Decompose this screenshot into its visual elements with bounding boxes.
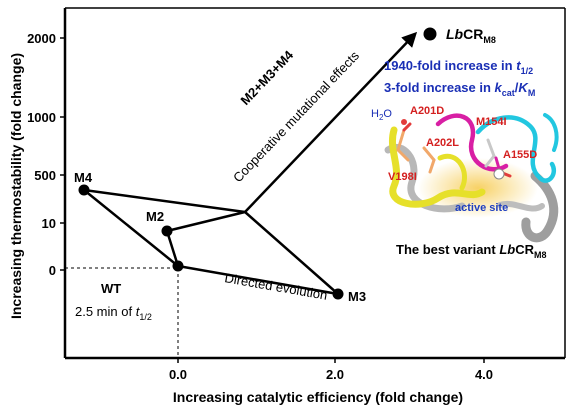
combination-label: M2+M3+M4 (237, 47, 296, 108)
label-m4: M4 (74, 170, 93, 185)
y-tick-label: 1000 (27, 110, 56, 125)
label-m2: M2 (146, 209, 164, 224)
structure-caption: The best variant LbCRM8 (396, 242, 547, 260)
mutation-label-a202l: A202L (426, 137, 459, 149)
combination-arrow-labels: M2+M3+M4 Cooperative mutational effects (230, 47, 362, 186)
directed-evolution-label: Directed evolution (223, 270, 328, 303)
combination-arrow (244, 31, 418, 213)
x-tick-label: 2.0 (326, 367, 344, 382)
node-m2 (161, 225, 173, 237)
active-site-marker (493, 168, 505, 180)
plot-frame (63, 7, 566, 360)
node-m3 (332, 288, 344, 300)
mutation-label-a201d: A201D (410, 105, 444, 117)
active-site-label: active site (455, 202, 508, 214)
mutation-label-v198i: V198I (388, 171, 417, 183)
yellow-ribbon (389, 126, 486, 208)
label-wt-halflife: 2.5 min of t1/2 (75, 304, 152, 322)
yellow-ribbon-2 (437, 153, 467, 191)
result-halflife: 1940-fold increase in t1/2 (384, 58, 533, 76)
water-label: H2O (371, 108, 392, 122)
path-wt-m2-junction (165, 210, 246, 267)
node-m4 (78, 184, 90, 196)
y-axis-title: Increasing thermostability (fold change) (8, 53, 24, 319)
residue-m154i (486, 138, 496, 158)
gray-ribbon-3 (497, 200, 545, 212)
residue-a202l (422, 146, 436, 162)
magenta-loop (435, 113, 509, 172)
y-tick-label: 500 (34, 168, 56, 183)
trajectory-nodes (78, 27, 437, 300)
residue-sticks (396, 122, 512, 178)
residue-a201d (396, 128, 406, 152)
trajectory-lines (82, 188, 340, 296)
residue-a202l-branch (428, 158, 436, 174)
x-axis-title: Increasing catalytic efficiency (fold ch… (173, 389, 463, 405)
label-wt: WT (101, 281, 121, 296)
results-text: 1940-fold increase in t1/2 3-fold increa… (384, 58, 535, 98)
cooperative-effects-label: Cooperative mutational effects (230, 48, 362, 186)
node-wt (172, 260, 184, 272)
result-catalytic: 3-fold increase in kcat/KM (384, 80, 535, 98)
water-oxygen (401, 119, 407, 125)
x-tick-label: 4.0 (475, 367, 493, 382)
mutation-label-a155d: A155D (503, 149, 537, 161)
residue-a201d-oxygen (402, 122, 412, 132)
residue-a201d-branch (396, 148, 410, 162)
y-tick-label: 0 (49, 263, 56, 278)
gray-ribbon-2 (521, 171, 559, 243)
x-tick-label: 0.0 (169, 367, 187, 382)
cyan-loop (475, 115, 557, 183)
label-m3: M3 (348, 289, 366, 304)
gray-ribbon-1 (384, 143, 466, 213)
y-ticks: 2000 1000 500 10 0 (27, 31, 65, 278)
protein-structure-illustration (384, 113, 559, 243)
y-tick-label: 2000 (27, 31, 56, 46)
mutation-label-m154i: M154I (476, 116, 507, 128)
node-lbcr-m8 (423, 27, 437, 41)
label-lbcr-m8: LbCRM8 (446, 26, 496, 45)
x-ticks: 0.0 2.0 4.0 (169, 358, 493, 382)
residue-m154i-branch (484, 154, 496, 168)
y-tick-label: 10 (42, 216, 56, 231)
cyan-loop-2 (543, 113, 559, 152)
